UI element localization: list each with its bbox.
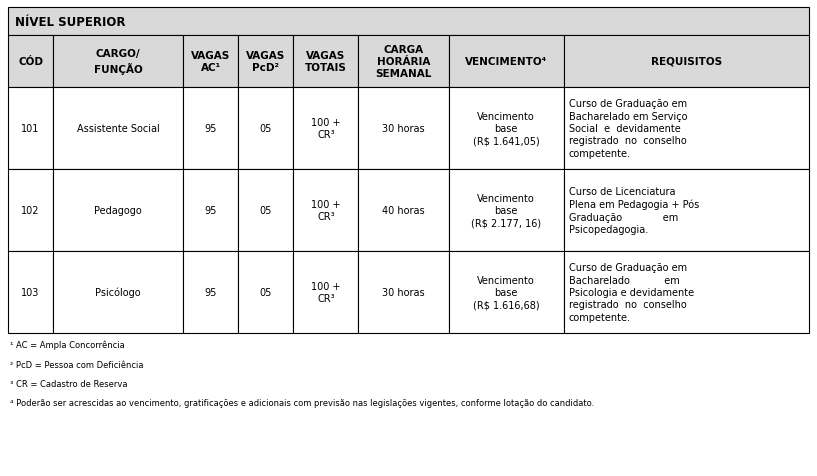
Bar xyxy=(8,36,53,88)
Bar xyxy=(183,36,239,88)
Text: 05: 05 xyxy=(260,206,272,216)
Text: CARGA
HORÁRIA
SEMANAL: CARGA HORÁRIA SEMANAL xyxy=(375,45,431,79)
Bar xyxy=(293,169,359,251)
Bar xyxy=(449,169,564,251)
Bar xyxy=(293,251,359,333)
Text: 95: 95 xyxy=(204,124,217,134)
Bar xyxy=(449,36,564,88)
Bar xyxy=(53,169,183,251)
Text: Vencimento
base
(R$ 1.641,05): Vencimento base (R$ 1.641,05) xyxy=(473,111,539,146)
Bar xyxy=(564,251,809,333)
Text: 103: 103 xyxy=(21,288,40,298)
Bar xyxy=(8,251,53,333)
Text: 95: 95 xyxy=(204,288,217,298)
Bar xyxy=(53,251,183,333)
Bar xyxy=(359,36,449,88)
Bar xyxy=(359,251,449,333)
Text: VAGAS
TOTAIS: VAGAS TOTAIS xyxy=(305,50,347,73)
Bar xyxy=(183,169,239,251)
Text: ⁴ Poderão ser acrescidas ao vencimento, gratificações e adicionais com previsão : ⁴ Poderão ser acrescidas ao vencimento, … xyxy=(10,399,594,407)
Bar xyxy=(293,88,359,169)
Text: 100 +
CR³: 100 + CR³ xyxy=(311,199,341,222)
Text: CARGO/
FUNÇÃO: CARGO/ FUNÇÃO xyxy=(94,50,142,74)
Bar xyxy=(239,36,293,88)
Text: 102: 102 xyxy=(21,206,40,216)
Bar xyxy=(8,88,53,169)
Bar xyxy=(359,169,449,251)
Bar xyxy=(239,251,293,333)
Bar xyxy=(449,88,564,169)
Text: VAGAS
PcD²: VAGAS PcD² xyxy=(246,50,285,73)
Bar xyxy=(183,251,239,333)
Text: ¹ AC = Ampla Concorrência: ¹ AC = Ampla Concorrência xyxy=(10,340,125,350)
Text: Pedagogo: Pedagogo xyxy=(94,206,142,216)
Bar xyxy=(183,88,239,169)
Bar xyxy=(564,169,809,251)
Bar xyxy=(53,36,183,88)
Text: Curso de Graduação em
Bacharelado           em
Psicologia e devidamente
registra: Curso de Graduação em Bacharelado em Psi… xyxy=(569,263,694,322)
Text: Curso de Licenciatura
Plena em Pedagogia + Pós
Graduação             em
Psicoped: Curso de Licenciatura Plena em Pedagogia… xyxy=(569,187,699,235)
Text: 05: 05 xyxy=(260,288,272,298)
Bar xyxy=(239,169,293,251)
Text: 101: 101 xyxy=(21,124,40,134)
Bar xyxy=(359,88,449,169)
Bar xyxy=(8,8,809,36)
Bar xyxy=(293,36,359,88)
Text: Psicólogo: Psicólogo xyxy=(96,287,141,298)
Text: Vencimento
base
(R$ 1.616,68): Vencimento base (R$ 1.616,68) xyxy=(473,275,539,310)
Text: VENCIMENTO⁴: VENCIMENTO⁴ xyxy=(465,57,547,67)
Text: 30 horas: 30 horas xyxy=(382,124,425,134)
Bar xyxy=(53,88,183,169)
Text: NÍVEL SUPERIOR: NÍVEL SUPERIOR xyxy=(15,15,126,29)
Text: CÓD: CÓD xyxy=(18,57,43,67)
Text: REQUISITOS: REQUISITOS xyxy=(651,57,722,67)
Bar xyxy=(564,36,809,88)
Text: VAGAS
AC¹: VAGAS AC¹ xyxy=(191,50,230,73)
Text: Curso de Graduação em
Bacharelado em Serviço
Social  e  devidamente
registrado  : Curso de Graduação em Bacharelado em Ser… xyxy=(569,99,687,159)
Bar xyxy=(449,251,564,333)
Text: ² PcD = Pessoa com Deficiência: ² PcD = Pessoa com Deficiência xyxy=(10,360,144,369)
Bar xyxy=(239,88,293,169)
Text: 100 +
CR³: 100 + CR³ xyxy=(311,281,341,304)
Text: 05: 05 xyxy=(260,124,272,134)
Text: 95: 95 xyxy=(204,206,217,216)
Text: 100 +
CR³: 100 + CR³ xyxy=(311,118,341,140)
Text: Vencimento
base
(R$ 2.177, 16): Vencimento base (R$ 2.177, 16) xyxy=(471,193,541,228)
Text: 40 horas: 40 horas xyxy=(382,206,425,216)
Text: ³ CR = Cadastro de Reserva: ³ CR = Cadastro de Reserva xyxy=(10,379,127,388)
Bar xyxy=(8,169,53,251)
Bar xyxy=(564,88,809,169)
Text: 30 horas: 30 horas xyxy=(382,288,425,298)
Text: Assistente Social: Assistente Social xyxy=(77,124,159,134)
